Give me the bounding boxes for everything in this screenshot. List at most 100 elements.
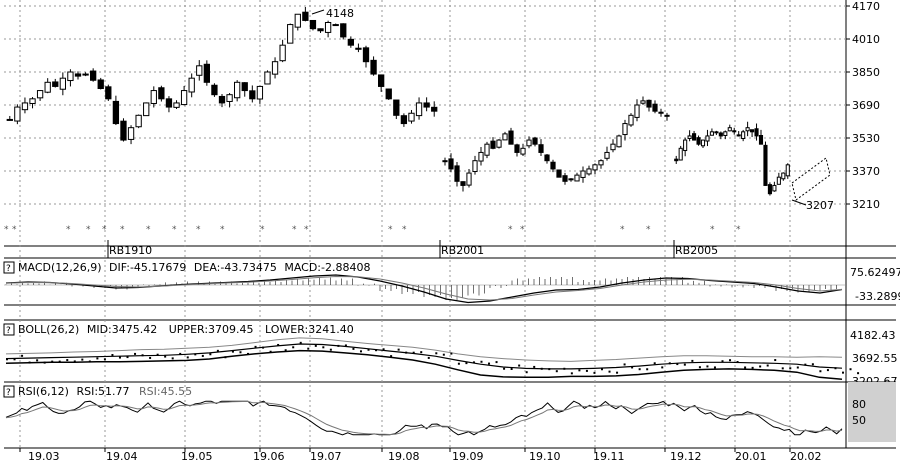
boll-help-button[interactable] <box>3 323 15 336</box>
boll-price-dot <box>216 349 219 352</box>
boll-price-dot <box>51 360 54 363</box>
candle-body <box>714 131 719 134</box>
boll-price-dot <box>375 349 378 352</box>
candle-body <box>271 61 279 75</box>
candle-body <box>723 131 728 137</box>
boll-ytick-mid: 3692.55 <box>852 352 898 365</box>
boll-price-dot <box>397 348 400 351</box>
boll-price-dot <box>510 367 513 370</box>
boll-price-dot <box>585 369 588 372</box>
candle-body <box>317 28 324 32</box>
candle-body <box>393 99 400 116</box>
candle-body <box>622 123 628 136</box>
contract-label-RB2005: RB2005 <box>675 244 718 257</box>
candle-body <box>188 77 195 93</box>
candle-body <box>763 144 768 186</box>
candle-body <box>520 147 526 155</box>
boll-price-dot <box>6 358 8 361</box>
boll-mid-value: MID:3475.42 <box>87 323 157 336</box>
time-tick-label-19.09: 19.09 <box>452 450 484 463</box>
candle-body <box>226 94 233 102</box>
candle-body <box>165 98 173 108</box>
boll-price-dot <box>36 359 39 362</box>
candle-body <box>211 84 218 96</box>
boll-price-dot <box>420 351 423 354</box>
boll-price-dot <box>224 356 227 359</box>
time-tick-label-19.03: 19.03 <box>28 450 60 463</box>
signal-star: * <box>220 225 225 235</box>
rsi-value-12: RSI:45.55 <box>139 385 192 398</box>
boll-price-dot <box>164 355 167 358</box>
candle-body <box>502 133 508 141</box>
boll-price-dot <box>480 360 483 363</box>
rsi-line-6 <box>5 400 843 436</box>
boll-price-dot <box>774 359 777 362</box>
boll-price-dot <box>43 361 46 364</box>
candle-body <box>14 106 21 122</box>
rsi-value-6: RSI:51.77 <box>76 385 129 398</box>
candle-body <box>460 181 466 186</box>
contract-label-RB1910: RB1910 <box>109 244 152 257</box>
time-tick-label-20.01: 20.01 <box>735 450 767 463</box>
boll-price-dot <box>66 359 69 362</box>
rsi-help-button[interactable] <box>3 385 15 398</box>
candle-body <box>592 164 598 171</box>
candle-body <box>745 127 750 132</box>
boll-price-dot <box>646 368 649 371</box>
boll-price-dot <box>13 358 16 361</box>
rsi-plot <box>5 400 843 436</box>
candle-body <box>442 160 448 163</box>
candle-body <box>6 118 13 121</box>
macd-dea-value: DEA:-43.73475 <box>194 261 277 274</box>
boll-price-dot <box>811 363 814 366</box>
boll-price-dot <box>442 353 445 356</box>
candle-body <box>772 184 777 192</box>
boll-price-dot <box>638 368 641 371</box>
signal-star: * <box>620 225 625 235</box>
macd-header: ? MACD(12,26,9) DIF:-45.17679 DEA:-43.73… <box>3 261 370 274</box>
boll-price-dot <box>390 355 393 358</box>
boll-price-dot <box>563 367 566 370</box>
candle-body <box>158 87 165 100</box>
candle-body <box>538 144 544 153</box>
rsi-header-text: RSI(6,12) RSI:51.77 RSI:45.55 <box>18 385 192 398</box>
candle-body <box>767 184 772 195</box>
candle-body <box>112 100 120 125</box>
candle-body <box>203 63 210 83</box>
boll-price-dot <box>834 367 837 370</box>
boll-price-dot <box>134 352 137 355</box>
candle-body <box>484 143 490 156</box>
candle-body <box>44 81 51 93</box>
boll-price-dot <box>465 362 468 365</box>
price-tick-label-6: 3210 <box>852 198 880 211</box>
macd-help-button[interactable] <box>3 261 15 274</box>
boll-price-dot <box>171 357 174 360</box>
grid-lines <box>4 0 846 448</box>
boll-price-dot <box>540 367 543 370</box>
candle-body <box>580 170 586 178</box>
candle-body <box>135 114 142 128</box>
contract-labels: RB1910 RB2001 RB2005 <box>107 240 718 258</box>
signal-star: * <box>520 225 525 235</box>
boll-price-dot <box>450 352 453 355</box>
signal-star: * <box>12 225 17 235</box>
boll-price-dot <box>126 356 129 359</box>
boll-price-dot <box>713 366 716 369</box>
boll-price-dot <box>533 365 536 368</box>
main-price-panel <box>6 6 831 201</box>
boll-price-dot <box>292 346 295 349</box>
signal-star: * <box>4 225 9 235</box>
candle-body <box>727 127 732 132</box>
time-tick-label-19.06: 19.06 <box>253 450 285 463</box>
boll-price-dot <box>600 368 603 371</box>
candle-body <box>616 135 622 148</box>
signal-star: * <box>172 225 177 235</box>
macd-ytick-top: 75.62497 <box>850 266 900 279</box>
candle-body <box>21 102 29 111</box>
candle-body <box>598 160 604 166</box>
candle-body <box>658 111 664 114</box>
macd-header-text: MACD(12,26,9) DIF:-45.17679 DEA:-43.7347… <box>18 261 370 274</box>
boll-price-dot <box>842 371 844 374</box>
price-tick-label-2: 3850 <box>852 66 880 79</box>
candle-body <box>709 131 714 136</box>
